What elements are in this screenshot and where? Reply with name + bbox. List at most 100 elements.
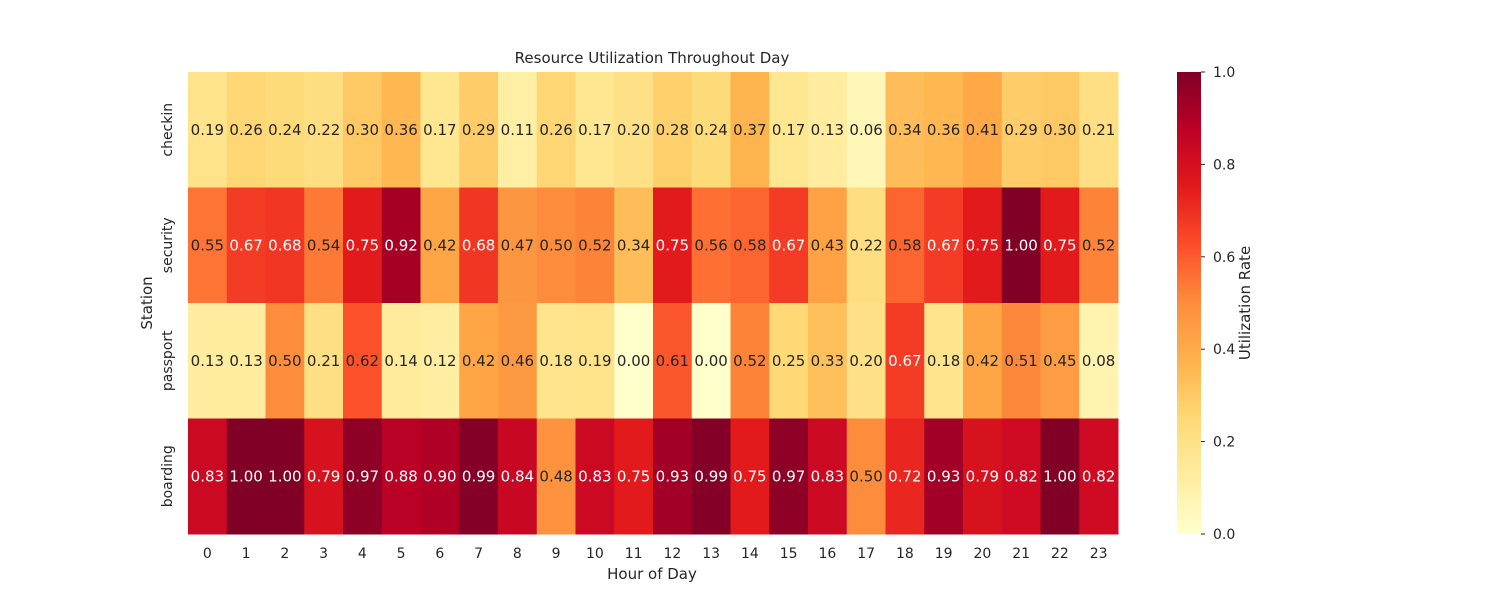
cell-value-label: 0.83 — [578, 467, 611, 485]
y-axis-ticks: checkin security passport boarding — [160, 103, 176, 507]
heatmap-cell — [304, 187, 344, 304]
colorbar-tick-label: 0.2 — [1213, 435, 1235, 451]
x-tick-label: 20 — [973, 546, 991, 562]
heatmap-cell — [188, 187, 228, 304]
x-tick-label: 17 — [857, 546, 875, 562]
heatmap-cell — [653, 303, 693, 419]
cell-value-label: 0.67 — [888, 352, 921, 370]
cell-value-label: 0.51 — [1004, 352, 1037, 370]
cell-value-label: 0.75 — [733, 467, 766, 485]
cell-value-label: 0.13 — [191, 352, 224, 370]
x-tick-label: 12 — [663, 546, 681, 562]
cell-value-label: 0.18 — [927, 352, 960, 370]
cell-value-label: 0.19 — [191, 121, 224, 139]
cell-value-label: 0.17 — [578, 121, 611, 139]
heatmap-cell — [304, 72, 344, 188]
cell-value-label: 0.29 — [462, 121, 495, 139]
cell-value-label: 0.34 — [888, 121, 921, 139]
cell-value-label: 0.14 — [384, 352, 417, 370]
heatmap-cell — [420, 187, 460, 304]
cell-value-label: 0.79 — [966, 467, 999, 485]
heatmap-cell — [730, 72, 770, 188]
x-tick-label: 5 — [397, 546, 406, 562]
heatmap-cell — [614, 187, 654, 304]
heatmap-cell — [381, 72, 421, 188]
cell-value-label: 1.00 — [268, 467, 301, 485]
heatmap-cell — [1001, 72, 1041, 188]
cell-value-label: 0.22 — [849, 236, 882, 254]
cell-value-label: 0.19 — [578, 352, 611, 370]
cell-value-label: 0.21 — [1082, 121, 1115, 139]
cell-value-label: 0.88 — [384, 467, 417, 485]
x-tick-label: 0 — [203, 546, 212, 562]
cell-value-label: 0.75 — [617, 467, 650, 485]
cell-value-label: 0.08 — [1082, 352, 1115, 370]
heatmap-cell — [536, 418, 576, 535]
heatmap-cell — [343, 418, 383, 535]
cell-value-label: 0.17 — [423, 121, 456, 139]
heatmap-cell — [420, 418, 460, 535]
heatmap-cell — [459, 303, 499, 419]
x-tick-label: 14 — [741, 546, 759, 562]
x-axis-ticks: 0 1 2 3 4 5 6 7 8 9 10 11 12 13 14 15 16 17 18 19 20 21 22 23 — [203, 546, 1108, 562]
heatmap-cell — [381, 418, 421, 535]
cell-value-label: 0.58 — [888, 236, 921, 254]
cell-value-label: 0.26 — [539, 121, 572, 139]
cell-value-label: 0.36 — [384, 121, 417, 139]
heatmap-cell — [188, 72, 228, 188]
heatmap-cell — [769, 303, 809, 419]
heatmap-cell — [1001, 418, 1041, 535]
heatmap-cell — [1001, 303, 1041, 419]
cell-value-label: 0.18 — [539, 352, 572, 370]
heatmap-cell — [730, 187, 770, 304]
cell-value-label: 0.30 — [346, 121, 379, 139]
cell-value-label: 0.50 — [539, 236, 572, 254]
heatmap-cell — [265, 303, 305, 419]
cell-value-label: 0.11 — [501, 121, 534, 139]
cell-value-label: 1.00 — [1004, 236, 1037, 254]
heatmap-cell — [343, 187, 383, 304]
heatmap-cell — [1079, 187, 1119, 304]
cell-value-label: 0.72 — [888, 467, 921, 485]
heatmap-cell — [381, 303, 421, 419]
cell-value-label: 0.24 — [268, 121, 301, 139]
heatmap-cell — [498, 303, 538, 419]
heatmap-cell — [769, 187, 809, 304]
heatmap-cell — [924, 303, 964, 419]
cell-value-label: 0.67 — [772, 236, 805, 254]
heatmap-cells — [188, 72, 1119, 535]
heatmap-cell — [575, 303, 615, 419]
heatmap-cell — [963, 303, 1003, 419]
x-tick-label: 4 — [358, 546, 367, 562]
heatmap-cell — [265, 418, 305, 535]
cell-value-label: 0.36 — [927, 121, 960, 139]
cell-value-label: 0.61 — [656, 352, 689, 370]
cell-value-label: 0.20 — [849, 352, 882, 370]
cell-value-label: 0.83 — [191, 467, 224, 485]
x-tick-label: 1 — [242, 546, 251, 562]
cell-value-label: 0.83 — [811, 467, 844, 485]
heatmap-cell — [808, 72, 848, 188]
colorbar-ticks: 0.0 0.2 0.4 0.6 0.8 1.0 — [1201, 65, 1235, 543]
heatmap-cell — [885, 418, 925, 535]
cell-value-label: 0.21 — [307, 352, 340, 370]
cell-value-label: 0.52 — [733, 352, 766, 370]
cell-value-label: 1.00 — [1043, 467, 1076, 485]
heatmap-cell — [420, 303, 460, 419]
cell-value-label: 0.06 — [849, 121, 882, 139]
cell-value-label: 0.55 — [191, 236, 224, 254]
x-tick-label: 8 — [513, 546, 522, 562]
heatmap-cell — [808, 303, 848, 419]
heatmap-cell — [459, 187, 499, 304]
cell-value-label: 0.93 — [927, 467, 960, 485]
heatmap-cell — [536, 72, 576, 188]
heatmap-cell — [614, 418, 654, 535]
heatmap-cell — [730, 418, 770, 535]
x-axis-label: Hour of Day — [607, 565, 697, 583]
x-tick-label: 13 — [702, 546, 720, 562]
x-tick-label: 10 — [586, 546, 604, 562]
cell-value-label: 0.41 — [966, 121, 999, 139]
heatmap-cell — [885, 187, 925, 304]
y-tick-label: security — [160, 217, 176, 273]
cell-value-label: 0.52 — [578, 236, 611, 254]
